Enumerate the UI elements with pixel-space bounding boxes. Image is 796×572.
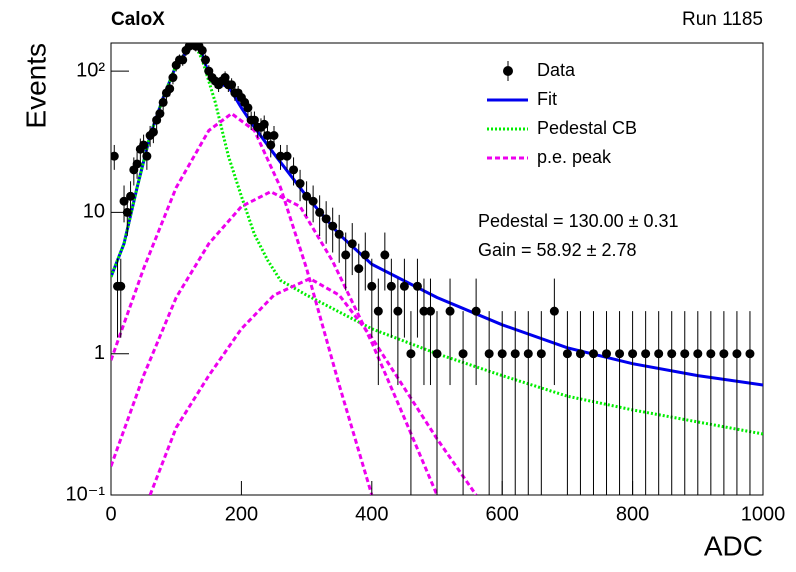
legend-label: Pedestal CB bbox=[537, 118, 637, 138]
data-point bbox=[178, 55, 188, 65]
data-point bbox=[262, 130, 272, 140]
data-point bbox=[575, 349, 585, 359]
data-point bbox=[119, 196, 129, 206]
y-tick-label: 1 bbox=[94, 342, 105, 364]
data-point bbox=[328, 221, 338, 231]
data-point bbox=[719, 349, 729, 359]
pedestal-annotation: Pedestal = 130.00 ± 0.31 bbox=[478, 211, 679, 231]
data-point bbox=[295, 179, 305, 189]
data-point bbox=[458, 349, 468, 359]
data-point bbox=[139, 140, 149, 150]
data-point bbox=[445, 306, 455, 316]
y-axis-label: Events bbox=[20, 43, 51, 129]
data-point bbox=[289, 165, 299, 175]
data-point bbox=[126, 191, 136, 201]
legend-marker bbox=[503, 66, 513, 76]
y-tick-label: 10 bbox=[83, 201, 105, 223]
data-point bbox=[654, 349, 664, 359]
data-point bbox=[628, 349, 638, 359]
data-point bbox=[484, 349, 494, 359]
data-point bbox=[523, 349, 533, 359]
data-point bbox=[615, 349, 625, 359]
x-tick-label: 600 bbox=[486, 503, 519, 525]
x-tick-label: 400 bbox=[355, 503, 388, 525]
x-tick-label: 800 bbox=[616, 503, 649, 525]
data-point bbox=[148, 127, 158, 137]
data-point bbox=[412, 281, 422, 291]
data-point bbox=[588, 349, 598, 359]
legend-label: Fit bbox=[537, 89, 557, 109]
data-point bbox=[693, 349, 703, 359]
data-point bbox=[155, 109, 165, 119]
x-tick-label: 0 bbox=[105, 503, 116, 525]
fit-curve bbox=[111, 190, 439, 495]
data-point bbox=[667, 349, 677, 359]
data-point bbox=[471, 306, 481, 316]
data-point bbox=[367, 281, 377, 291]
data-point bbox=[259, 119, 269, 129]
data-point bbox=[380, 250, 390, 260]
data-point bbox=[341, 250, 351, 260]
legend-label: p.e. peak bbox=[537, 147, 612, 167]
data-point bbox=[602, 349, 612, 359]
data-point bbox=[347, 239, 357, 249]
data-point bbox=[142, 151, 152, 161]
legend-label: Data bbox=[537, 60, 576, 80]
x-tick-label: 200 bbox=[225, 503, 258, 525]
data-point bbox=[549, 306, 559, 316]
data-point bbox=[393, 306, 403, 316]
data-point bbox=[308, 196, 318, 206]
data-point bbox=[432, 349, 442, 359]
data-point bbox=[165, 84, 175, 94]
data-point bbox=[732, 349, 742, 359]
data-point bbox=[562, 349, 572, 359]
data-point bbox=[249, 115, 259, 125]
data-point bbox=[315, 207, 325, 217]
data-point bbox=[168, 73, 178, 83]
data-point bbox=[386, 281, 396, 291]
data-point bbox=[269, 130, 279, 140]
fit-curve bbox=[148, 276, 478, 495]
data-point bbox=[276, 151, 286, 161]
data-point bbox=[406, 349, 416, 359]
data-point bbox=[680, 349, 690, 359]
data-point bbox=[116, 281, 126, 291]
x-axis-label: ADC bbox=[704, 530, 763, 561]
chart-title: CaloX bbox=[111, 9, 165, 30]
data-point bbox=[354, 264, 364, 274]
x-tick-label: 1000 bbox=[741, 503, 786, 525]
y-tick-label: 10² bbox=[76, 59, 105, 81]
data-point bbox=[399, 281, 409, 291]
data-point bbox=[243, 103, 253, 113]
plot-area bbox=[111, 43, 763, 495]
data-point bbox=[132, 159, 142, 169]
data-point bbox=[641, 349, 651, 359]
data-point bbox=[360, 250, 370, 260]
data-point bbox=[425, 306, 435, 316]
data-point bbox=[334, 229, 344, 239]
data-point bbox=[220, 73, 230, 83]
data-point bbox=[419, 306, 429, 316]
fit-curve bbox=[111, 111, 374, 495]
data-point bbox=[321, 214, 331, 224]
data-point bbox=[227, 80, 237, 90]
run-label: Run 1185 bbox=[682, 9, 763, 30]
gain-annotation: Gain = 58.92 ± 2.78 bbox=[478, 240, 637, 260]
data-point bbox=[266, 140, 276, 150]
data-point bbox=[706, 349, 716, 359]
data-point bbox=[197, 45, 207, 55]
data-point bbox=[201, 55, 211, 65]
y-tick-label: 10⁻¹ bbox=[66, 483, 106, 505]
data-point bbox=[282, 151, 292, 161]
data-point bbox=[510, 349, 520, 359]
data-point bbox=[302, 191, 312, 201]
data-point bbox=[536, 349, 546, 359]
data-point bbox=[158, 97, 168, 107]
data-point bbox=[497, 349, 507, 359]
data-point bbox=[111, 151, 119, 161]
data-point bbox=[745, 349, 755, 359]
data-point bbox=[373, 306, 383, 316]
